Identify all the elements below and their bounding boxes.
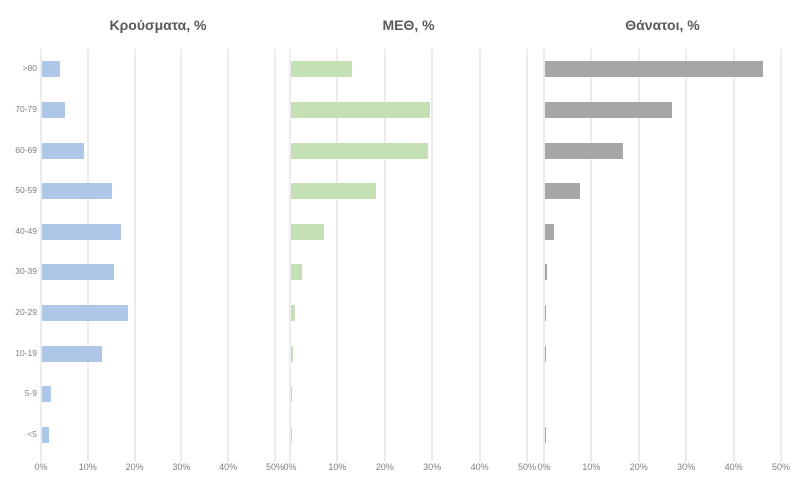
x-axis-tick-label: 40% [724, 462, 743, 472]
bar [290, 101, 431, 118]
x-axis-tick-label: 10% [78, 462, 97, 472]
bar [544, 183, 581, 200]
gridline [431, 49, 433, 462]
bar [290, 304, 296, 321]
bar [544, 61, 763, 78]
gridline [638, 49, 640, 462]
gridline [590, 49, 592, 462]
x-axis-tick-label: 50% [265, 462, 285, 472]
y-axis-label: 40-49 [15, 225, 37, 236]
x-axis-tick-label: 10% [328, 462, 347, 472]
bar [544, 264, 547, 281]
bar [544, 101, 673, 118]
gridline [543, 49, 545, 462]
gridline [87, 49, 89, 462]
bar [290, 183, 376, 200]
bar [41, 101, 65, 118]
chart-title: Θάνατοι, % [625, 17, 700, 33]
y-axis-label: 5-9 [24, 388, 37, 399]
y-axis-label: 10-19 [15, 347, 37, 358]
x-axis-tick-label: 30% [423, 462, 442, 472]
bar [544, 426, 546, 443]
gridline [685, 49, 687, 462]
y-axis-label: <5 [27, 428, 37, 439]
plot-area [289, 49, 528, 462]
x-axis-tick-label: 0% [283, 462, 297, 472]
bar [41, 142, 84, 159]
x-axis-tick-label: 10% [582, 462, 601, 472]
y-axis-label: >80 [22, 63, 37, 74]
bar [41, 304, 129, 321]
gridline [40, 49, 42, 462]
gridline [289, 49, 291, 462]
bar [290, 61, 353, 78]
x-axis-tick-label: 30% [172, 462, 191, 472]
gridline [384, 49, 386, 462]
x-axis-tick-label: 0% [537, 462, 551, 472]
gridline [479, 49, 481, 462]
x-axis-tick-label: 20% [375, 462, 394, 472]
bar [41, 426, 49, 443]
plot-area [543, 49, 782, 462]
bar [544, 223, 554, 240]
x-axis-tick-label: 40% [470, 462, 489, 472]
chart-title: Κρούσματα, % [109, 17, 207, 33]
x-axis-tick-label: 20% [629, 462, 648, 472]
plot-area [40, 49, 276, 462]
x-axis-tick-label: 50% [517, 462, 537, 472]
gridline [733, 49, 735, 462]
bar [290, 223, 324, 240]
y-axis-label: 20-29 [15, 306, 37, 317]
bar [544, 345, 546, 362]
bar [41, 223, 122, 240]
x-axis-tick-label: 0% [34, 462, 48, 472]
gridline [227, 49, 229, 462]
gridline [526, 49, 528, 462]
gridline [180, 49, 182, 462]
x-axis-tick-label: 50% [771, 462, 791, 472]
bar [290, 142, 428, 159]
y-axis-label: 30-39 [15, 266, 37, 277]
x-axis-tick-label: 30% [677, 462, 696, 472]
gridline [780, 49, 782, 462]
bar [41, 386, 51, 403]
bar [41, 183, 112, 200]
bar [290, 345, 293, 362]
y-axis-label: 70-79 [15, 103, 37, 114]
x-axis-tick-label: 20% [125, 462, 144, 472]
gridline [274, 49, 276, 462]
bar [41, 345, 103, 362]
y-axis-label: 60-69 [15, 144, 37, 155]
y-axis-label: 50-59 [15, 185, 37, 196]
bar [544, 142, 623, 159]
bar [290, 264, 303, 281]
bar [41, 61, 61, 78]
x-axis-tick-label: 40% [219, 462, 238, 472]
bar [544, 304, 546, 321]
bar [41, 264, 115, 281]
gridline [134, 49, 136, 462]
gridline [336, 49, 338, 462]
chart-title: ΜΕΘ, % [382, 17, 435, 33]
